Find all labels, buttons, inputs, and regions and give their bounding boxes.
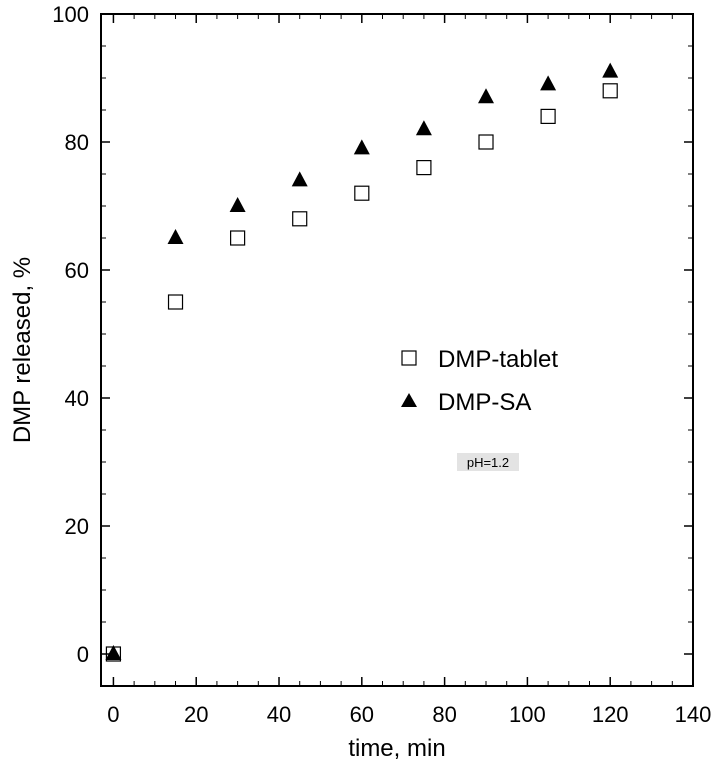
x-tick-label: 140 [675,702,712,727]
point-dmp-sa [415,120,432,136]
annotation-ph-text: pH=1.2 [467,455,509,470]
annotation-ph: pH=1.2 [457,453,519,471]
point-dmp-tablet [540,108,556,125]
point-dmp-tablet [602,83,618,99]
y-tick-label: 40 [65,386,89,411]
x-tick-label: 120 [592,702,629,727]
x-tick-label: 80 [432,702,456,727]
legend-marker-dmp-sa [401,393,417,407]
point-dmp-tablet [292,211,308,227]
y-axis-title: DMP released, % [9,257,36,443]
axis-ticks [101,13,694,686]
plot-frame [100,13,694,687]
legend-label-dmp-tablet: DMP-tablet [438,346,558,373]
point-dmp-sa [353,139,370,155]
point-dmp-tablet [354,185,370,201]
legend: DMP-tablet DMP-SA [401,346,558,416]
x-tick-label: 20 [184,702,208,727]
y-tick-label: 100 [52,2,89,27]
legend-marker-dmp-tablet [401,350,417,366]
x-tick-label: 100 [509,702,546,727]
y-tick-label: 20 [65,514,89,539]
point-dmp-sa [229,197,246,212]
x-tick-label: 60 [350,702,374,727]
x-axis-title: time, min [348,735,445,762]
y-tick-label: 0 [77,642,89,667]
point-dmp-tablet [478,134,494,150]
point-dmp-sa [291,171,308,187]
legend-label-dmp-sa: DMP-SA [438,389,531,416]
y-tick-label: 80 [65,130,89,155]
point-dmp-sa [167,229,184,244]
point-dmp-sa [602,62,619,78]
x-tick-label: 40 [267,702,291,727]
annotation-background [457,453,519,471]
y-tick-label: 60 [65,258,89,283]
point-dmp-tablet [416,160,432,176]
x-tick-label: 0 [107,702,119,727]
point-dmp-sa [105,645,122,660]
point-dmp-tablet [167,294,184,310]
point-dmp-sa [540,75,557,91]
point-dmp-sa [478,88,495,104]
data-points [105,62,619,662]
point-dmp-tablet [230,230,246,246]
tick-labels: 0 20 40 60 80 100 120 140 0 20 40 60 80 100 [52,2,711,727]
